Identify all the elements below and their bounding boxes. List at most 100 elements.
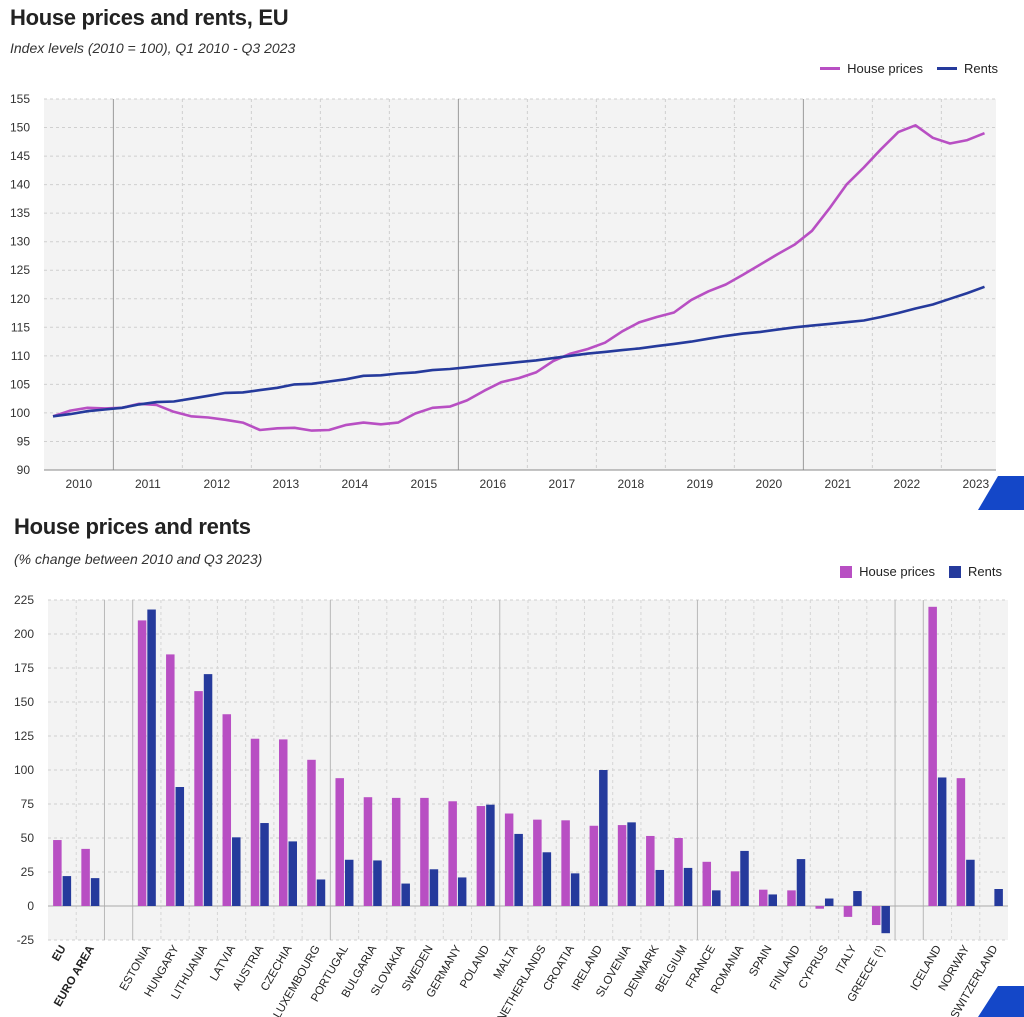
rents-bar xyxy=(62,876,72,906)
rents-bar xyxy=(712,890,721,906)
chart1-ytick-label: 110 xyxy=(11,349,30,363)
legend2-rents-label: Rents xyxy=(968,564,1002,579)
chart2-ytick-label: 200 xyxy=(14,627,34,641)
chart1-xtick-label: 2017 xyxy=(549,477,576,491)
rents-bar xyxy=(937,777,947,906)
chart1-xtick-label: 2023 xyxy=(963,477,990,491)
chart2-category-label: LATVIA xyxy=(208,943,238,983)
line-chart: 90 95 100 105 110 115 120 125 130 135 140 145 150 155… xyxy=(10,92,996,491)
rents-bar xyxy=(655,869,665,906)
chart1-title: House prices and rents, EU xyxy=(10,5,289,30)
chart2-ytick-label: 100 xyxy=(14,763,34,777)
rents-bar xyxy=(514,833,523,906)
rents-bar xyxy=(824,898,834,906)
chart1-subtitle: Index levels (2010 = 100), Q1 2010 - Q3 … xyxy=(10,40,296,56)
rents-bar xyxy=(796,859,806,906)
rents-bar xyxy=(147,609,156,906)
chart2-category-label: EU xyxy=(50,944,68,964)
corner-decoration-bottom xyxy=(978,986,1024,1017)
legend2-house-prices[interactable]: House prices xyxy=(840,564,935,579)
house-prices-bar xyxy=(81,848,90,906)
legend-house-prices[interactable]: House prices xyxy=(820,61,923,76)
rents-bar xyxy=(542,852,552,906)
house-prices-bar xyxy=(815,906,824,909)
chart2-category-label: ITALY xyxy=(834,943,860,975)
rents-bar xyxy=(599,770,608,906)
house-prices-bar xyxy=(250,738,260,906)
chart1-xtick-label: 2010 xyxy=(66,477,93,491)
chart2-ytick-label: 0 xyxy=(27,899,34,913)
chart2-ytick-label: 150 xyxy=(14,695,34,709)
chart1-xtick-label: 2014 xyxy=(342,477,369,491)
house-prices-bar xyxy=(617,825,627,906)
rents-bar xyxy=(401,883,410,906)
chart2-ytick-label: 25 xyxy=(21,865,35,879)
house-prices-bar xyxy=(137,620,147,906)
rents-bar xyxy=(570,873,580,906)
house-prices-bar xyxy=(476,806,486,906)
rents-bar xyxy=(740,850,749,906)
chart1-legend: House prices Rents xyxy=(820,61,998,76)
chart2-ytick-label: 75 xyxy=(21,797,35,811)
house-prices-bar xyxy=(646,835,655,906)
chart1-xtick-label: 2012 xyxy=(204,477,231,491)
house-prices-bar xyxy=(391,797,401,906)
legend2-rents[interactable]: Rents xyxy=(949,564,1002,579)
house-prices-bar xyxy=(561,820,570,906)
corner-decoration-top xyxy=(978,476,1024,510)
rents-bar xyxy=(457,877,467,906)
house-prices-bar xyxy=(194,691,203,906)
chart1-ytick-label: 90 xyxy=(17,463,31,477)
chart1-ytick-label: 150 xyxy=(10,121,30,135)
rents-bar xyxy=(994,889,1003,906)
chart2-ytick-label: -25 xyxy=(17,933,35,947)
chart1-ytick-label: 105 xyxy=(10,377,30,391)
chart1-ytick-label: 115 xyxy=(11,320,30,334)
chart1-ytick-label: 130 xyxy=(10,235,30,249)
house-prices-bar xyxy=(166,654,175,906)
rents-bar xyxy=(232,837,241,906)
chart2-title: House prices and rents xyxy=(14,514,251,539)
rents-bar xyxy=(429,869,439,906)
house-prices-bar xyxy=(759,889,768,906)
rents-bar xyxy=(90,878,100,906)
house-prices-bar xyxy=(787,890,796,906)
chart1-xtick-label: 2019 xyxy=(687,477,714,491)
chart1-ytick-label: 140 xyxy=(10,178,30,192)
legend-rents[interactable]: Rents xyxy=(937,61,998,76)
legend2-house-label: House prices xyxy=(859,564,936,579)
chart1-ytick-label: 155 xyxy=(10,92,30,106)
chart1-xtick-label: 2011 xyxy=(135,477,161,491)
chart1-xtick-label: 2020 xyxy=(756,477,783,491)
chart2-legend: House prices Rents xyxy=(840,564,1002,579)
house-prices-bar xyxy=(53,840,62,906)
house-prices-bar xyxy=(533,819,542,906)
chart1-xtick-label: 2021 xyxy=(825,477,852,491)
house-prices-bar xyxy=(871,906,881,926)
chart1-ytick-label: 95 xyxy=(17,434,31,448)
rents-bar xyxy=(683,867,693,906)
rents-bar xyxy=(486,804,495,906)
chart2-subtitle: (% change between 2010 and Q3 2023) xyxy=(14,551,263,567)
house-prices-bar xyxy=(730,871,740,906)
house-prices-bar xyxy=(363,797,373,906)
chart1-xtick-label: 2015 xyxy=(411,477,438,491)
house-prices-bar xyxy=(956,778,966,906)
house-prices-bar xyxy=(335,778,344,906)
legend-house-swatch xyxy=(820,67,841,70)
chart1-ytick-label: 125 xyxy=(10,263,30,277)
house-prices-bar xyxy=(279,739,288,906)
house-prices-line xyxy=(52,124,985,432)
chart1-plot-area xyxy=(44,99,996,470)
chart1-xtick-label: 2016 xyxy=(480,477,507,491)
chart1-ytick-label: 145 xyxy=(10,149,30,163)
rents-bar xyxy=(966,859,975,906)
chart1-ytick-label: 100 xyxy=(10,406,30,420)
chart1-xtick-label: 2018 xyxy=(618,477,645,491)
rents-line xyxy=(52,285,985,418)
rents-bar xyxy=(260,823,269,906)
house-prices-bar xyxy=(928,606,937,906)
chart1-xtick-label: 2013 xyxy=(273,477,300,491)
house-prices-bar xyxy=(504,813,514,906)
